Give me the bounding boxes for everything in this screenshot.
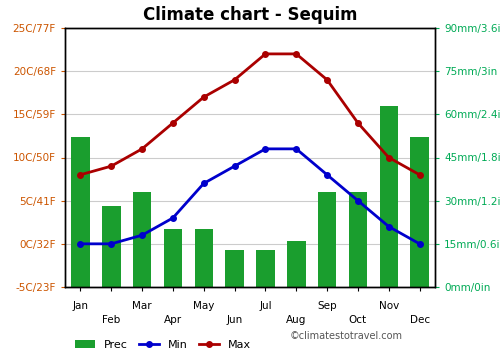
Bar: [256, 250, 274, 287]
Bar: [102, 206, 120, 287]
Text: Nov: Nov: [378, 301, 399, 311]
Text: Mar: Mar: [132, 301, 152, 311]
Bar: [380, 106, 398, 287]
Text: Dec: Dec: [410, 315, 430, 325]
Bar: [164, 230, 182, 287]
Bar: [133, 192, 152, 287]
Text: Oct: Oct: [349, 315, 367, 325]
Bar: [226, 250, 244, 287]
Text: Jul: Jul: [259, 301, 272, 311]
Text: Feb: Feb: [102, 315, 120, 325]
Bar: [194, 230, 213, 287]
Bar: [348, 192, 367, 287]
Text: Apr: Apr: [164, 315, 182, 325]
Text: Jan: Jan: [72, 301, 88, 311]
Bar: [287, 241, 306, 287]
Text: Jun: Jun: [226, 315, 242, 325]
Text: ©climatestotravel.com: ©climatestotravel.com: [290, 331, 403, 341]
Bar: [71, 137, 90, 287]
Bar: [318, 192, 336, 287]
Title: Climate chart - Sequim: Climate chart - Sequim: [143, 6, 357, 24]
Text: May: May: [193, 301, 214, 311]
Legend: Prec, Min, Max: Prec, Min, Max: [70, 335, 255, 350]
Bar: [410, 137, 429, 287]
Text: Sep: Sep: [318, 301, 337, 311]
Text: Aug: Aug: [286, 315, 306, 325]
